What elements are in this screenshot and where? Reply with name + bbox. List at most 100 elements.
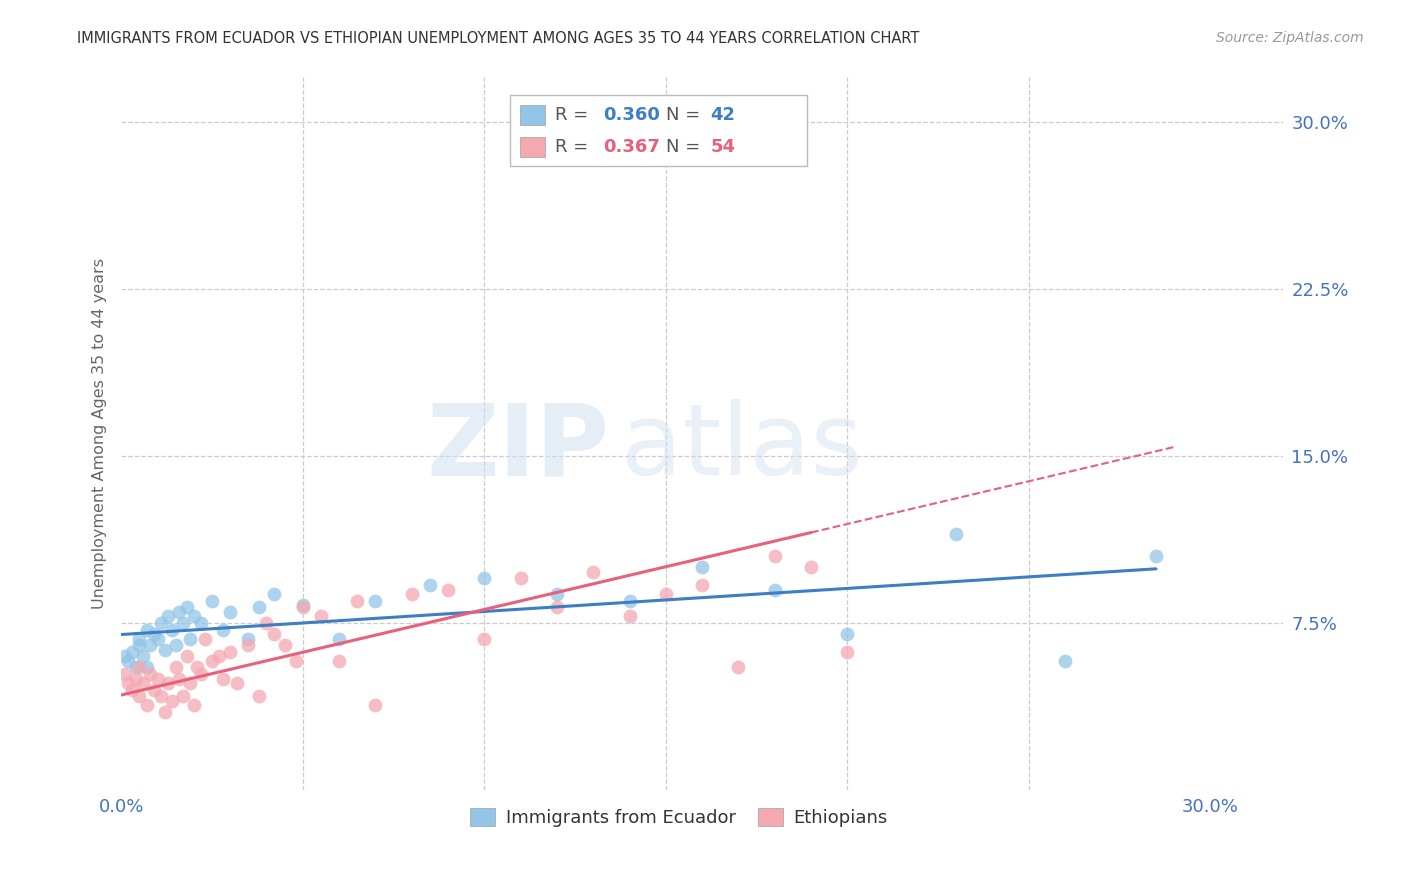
Point (364, 698, 387, 713)
Point (364, 593, 387, 607)
Point (328, 654, 350, 668)
Point (945, 527, 967, 541)
Point (165, 660, 187, 674)
Text: 0.367: 0.367 (603, 137, 661, 155)
Point (121, 682, 143, 697)
Point (727, 660, 749, 674)
Point (179, 676, 201, 690)
Text: R =: R = (554, 106, 593, 124)
Legend: Immigrants from Ecuador, Ethiopians: Immigrants from Ecuador, Ethiopians (463, 800, 896, 834)
Point (763, 582, 786, 597)
Point (179, 632, 201, 646)
Point (1381, 215, 1403, 229)
Point (172, 690, 194, 704)
Point (176, 600, 198, 615)
Point (176, 649, 198, 664)
Text: IMMIGRANTS FROM ECUADOR VS ETHIOPIAN UNEMPLOYMENT AMONG AGES 35 TO 44 YEARS CORR: IMMIGRANTS FROM ECUADOR VS ETHIOPIAN UNE… (77, 31, 920, 46)
Point (135, 623, 157, 637)
Point (690, 560, 713, 574)
Point (142, 627, 165, 641)
Point (186, 660, 208, 674)
Point (655, 587, 678, 601)
Point (212, 672, 235, 686)
Point (546, 587, 568, 601)
Point (1144, 549, 1167, 563)
Point (201, 654, 224, 668)
Point (157, 609, 180, 624)
Point (284, 654, 307, 668)
Text: N =: N = (666, 106, 706, 124)
Point (160, 623, 183, 637)
Point (172, 615, 194, 630)
Point (837, 645, 859, 659)
Point (114, 649, 136, 664)
Point (121, 645, 143, 659)
Point (619, 609, 641, 624)
Point (263, 627, 285, 641)
Point (582, 565, 605, 579)
Point (125, 660, 148, 674)
Point (219, 645, 242, 659)
Point (117, 654, 139, 668)
Point (247, 600, 270, 615)
Point (117, 676, 139, 690)
Point (139, 667, 162, 681)
Point (150, 615, 173, 630)
Point (472, 632, 495, 646)
Point (238, 638, 260, 652)
Point (128, 638, 150, 652)
Point (472, 571, 495, 585)
Point (328, 632, 350, 646)
Point (263, 587, 285, 601)
Point (208, 649, 231, 664)
Point (128, 660, 150, 674)
Point (128, 690, 150, 704)
Point (1054, 654, 1077, 668)
Point (135, 660, 157, 674)
Point (183, 698, 205, 713)
Text: atlas: atlas (621, 400, 862, 497)
Point (419, 578, 441, 592)
Point (800, 560, 823, 574)
Point (132, 649, 155, 664)
Point (146, 672, 169, 686)
Point (247, 690, 270, 704)
Point (212, 623, 235, 637)
Point (291, 598, 314, 612)
Point (226, 676, 249, 690)
Text: R =: R = (554, 137, 593, 155)
Point (142, 682, 165, 697)
Point (437, 582, 460, 597)
Point (150, 690, 173, 704)
Point (291, 600, 314, 615)
FancyBboxPatch shape (510, 95, 807, 167)
Point (190, 667, 212, 681)
Y-axis label: Unemployment Among Ages 35 to 44 years: Unemployment Among Ages 35 to 44 years (93, 258, 107, 609)
Point (238, 632, 260, 646)
Text: 42: 42 (710, 106, 735, 124)
Point (619, 593, 641, 607)
Point (139, 638, 162, 652)
Point (190, 615, 212, 630)
Text: N =: N = (666, 137, 706, 155)
Point (194, 632, 217, 646)
Point (160, 694, 183, 708)
Point (837, 627, 859, 641)
Point (125, 672, 148, 686)
Point (132, 676, 155, 690)
FancyBboxPatch shape (520, 136, 546, 156)
Point (346, 593, 368, 607)
Point (153, 705, 176, 719)
Point (114, 667, 136, 681)
Point (690, 578, 713, 592)
Point (401, 587, 423, 601)
Point (165, 638, 187, 652)
Point (546, 600, 568, 615)
Point (201, 593, 224, 607)
Point (763, 549, 786, 563)
Point (169, 605, 191, 619)
FancyBboxPatch shape (520, 105, 546, 125)
Text: 54: 54 (710, 137, 735, 155)
Point (128, 632, 150, 646)
Text: 0.360: 0.360 (603, 106, 661, 124)
